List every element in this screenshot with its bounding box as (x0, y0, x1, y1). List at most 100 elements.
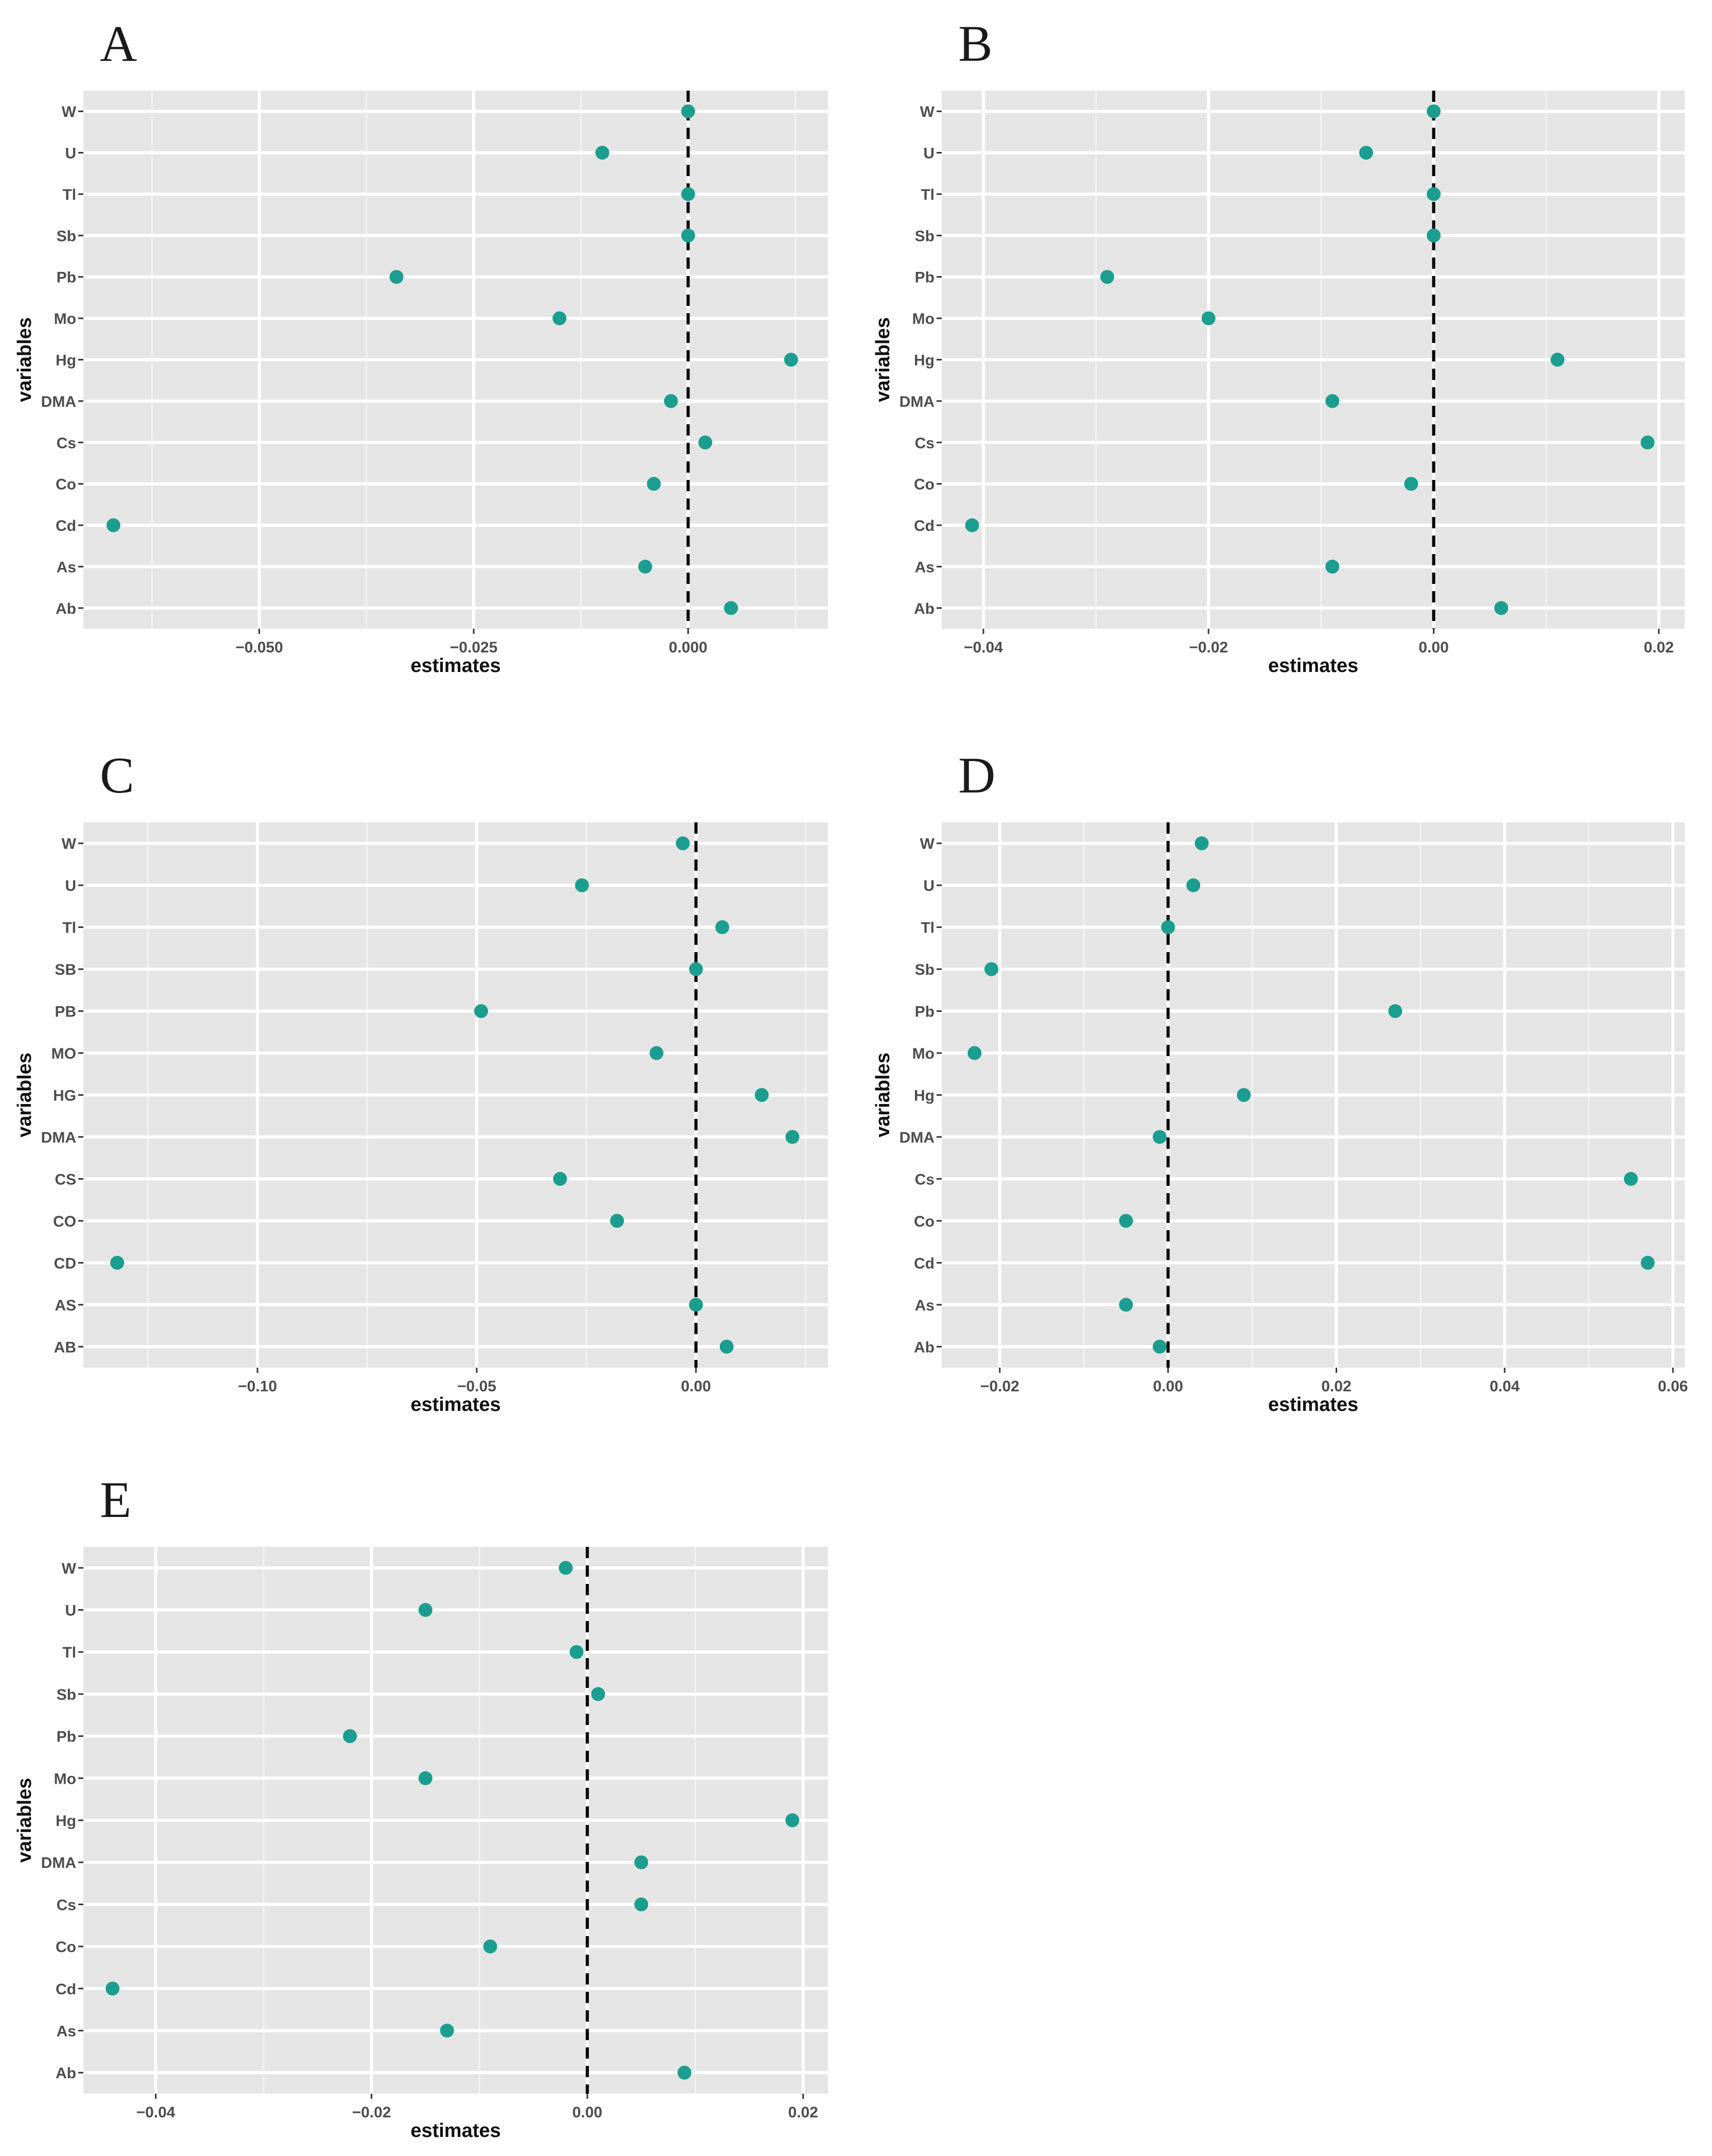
x-tick-label: −0.02 (980, 1378, 1019, 1395)
data-point (610, 1214, 624, 1228)
y-tick-label: Cs (57, 1896, 76, 1913)
data-point (698, 435, 713, 450)
panel-e: E −0.04 −0.02 0.00 0.02 W U Tl Sb Pb Mo Hg DMA Cs Co Cd… (14, 1471, 828, 2142)
y-tick-label: As (57, 2023, 76, 2040)
data-point (595, 146, 610, 160)
y-tick-label: Pb (915, 269, 935, 286)
panel-c: C −0.10 −0.05 0.00 W U Tl SB PB MO HG DMA CS CO CD AS AB… (14, 747, 828, 1416)
data-point (483, 1939, 497, 1954)
data-point (784, 353, 798, 367)
data-point (418, 1603, 433, 1617)
data-point (681, 104, 695, 118)
data-point (754, 1088, 769, 1102)
y-tick-label: DMA (900, 393, 935, 410)
x-tick-label: 0.06 (1658, 1378, 1688, 1395)
y-tick-label: CO (53, 1213, 76, 1230)
data-point (575, 878, 589, 892)
data-point (110, 1255, 125, 1270)
x-axis-title: estimates (410, 655, 500, 677)
panel-letter: E (100, 1471, 131, 1528)
data-point (552, 311, 567, 325)
y-tick-label: W (920, 836, 935, 853)
y-tick-label: Sb (57, 228, 76, 245)
x-tick-label: 0.00 (1153, 1378, 1183, 1395)
y-axis-title: variables (14, 317, 36, 402)
y-axis-title: variables (872, 317, 894, 402)
y-tick-label: U (65, 1602, 76, 1619)
y-tick-label: Mo (912, 1045, 935, 1062)
data-point (1388, 1004, 1403, 1019)
y-tick-label: Pb (915, 1004, 935, 1021)
y-tick-label: Sb (57, 1686, 76, 1703)
y-tick-label: W (62, 104, 77, 120)
x-tick-label: 0.02 (1321, 1378, 1351, 1395)
y-axis-title: variables (14, 1778, 36, 1863)
data-point (1426, 187, 1441, 201)
x-tick-label: −0.04 (964, 639, 1003, 656)
data-point (1325, 394, 1340, 408)
y-tick-label: Mo (54, 1770, 76, 1787)
data-point (389, 270, 404, 284)
y-tick-label: MO (51, 1045, 76, 1062)
data-point (664, 394, 678, 408)
data-point (984, 962, 998, 976)
data-point (1623, 1171, 1638, 1186)
data-point (1119, 1214, 1133, 1228)
data-point (715, 920, 730, 935)
y-tick-label: Cd (914, 1255, 935, 1272)
y-tick-label: As (915, 559, 935, 576)
data-point (689, 962, 703, 976)
y-tick-label: W (62, 836, 77, 853)
y-axis-title: variables (14, 1053, 36, 1137)
data-point (634, 1855, 648, 1870)
y-tick-label: U (65, 145, 76, 162)
data-point (785, 1130, 800, 1144)
x-tick-label: 0.00 (681, 1378, 711, 1395)
data-point (1426, 104, 1441, 118)
x-tick-label: −0.02 (1189, 639, 1228, 656)
y-tick-label: SB (55, 961, 76, 978)
x-tick-label: −0.10 (238, 1378, 277, 1395)
y-tick-label: Ab (56, 600, 76, 617)
y-tick-label: Tl (62, 186, 76, 203)
data-point (1237, 1088, 1251, 1102)
y-tick-label: U (65, 877, 76, 894)
data-point (965, 518, 979, 532)
data-point (1161, 920, 1175, 935)
x-tick-label: 0.02 (788, 2104, 818, 2121)
y-tick-label: Ab (914, 600, 935, 617)
x-tick-label: −0.05 (457, 1378, 496, 1395)
panel-d: D −0.02 0.00 0.02 0.04 0.06 W U Tl Sb Pb Mo Hg DMA Cs C… (872, 747, 1688, 1416)
data-point (676, 836, 690, 851)
y-tick-label: Cs (915, 1171, 935, 1188)
y-tick-label: Co (914, 476, 935, 493)
data-point (634, 1897, 648, 1911)
data-point (1100, 270, 1114, 284)
y-tick-label: Sb (915, 228, 935, 245)
data-point (1119, 1298, 1133, 1312)
panel-letter: B (958, 15, 993, 72)
y-tick-label: Tl (921, 920, 935, 937)
x-tick-label: 0.02 (1644, 639, 1674, 656)
panel-b: B −0.04 −0.02 0.00 0.02 W U Tl Sb Pb Mo Hg DMA Cs Co Cd… (872, 15, 1685, 677)
data-point (689, 1298, 703, 1312)
data-point (638, 559, 652, 574)
y-tick-label: AB (54, 1339, 76, 1356)
data-point (1201, 311, 1216, 325)
y-tick-label: DMA (41, 393, 76, 410)
data-point (1195, 836, 1209, 851)
x-tick-label: −0.04 (136, 2104, 175, 2121)
y-tick-label: Mo (912, 311, 935, 327)
x-tick-label: −0.025 (450, 639, 498, 656)
y-axis-title: variables (872, 1053, 894, 1137)
data-point (1494, 601, 1509, 615)
y-tick-label: Hg (56, 1813, 76, 1830)
x-axis-title: estimates (410, 2120, 500, 2142)
data-point (967, 1046, 982, 1060)
data-point (343, 1729, 357, 1744)
y-tick-label: Co (56, 476, 76, 493)
x-tick-label: 0.00 (572, 2104, 602, 2121)
x-tick-label: 0.04 (1490, 1378, 1520, 1395)
x-tick-label: −0.02 (352, 2104, 391, 2121)
